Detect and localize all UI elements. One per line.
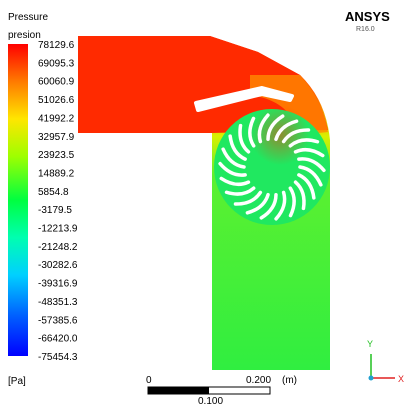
- domain: [78, 36, 330, 370]
- legend-label: -48351.3: [38, 297, 78, 308]
- legend-title: Pressure: [8, 12, 48, 23]
- legend-label: 41992.2: [38, 113, 75, 124]
- legend-label: -39316.9: [38, 279, 78, 290]
- legend-label: -21248.2: [38, 242, 78, 253]
- legend-label: 69095.3: [38, 58, 75, 69]
- logo: ANSYS: [345, 9, 390, 24]
- x-axis-label: X: [398, 374, 404, 384]
- axis-triad: Y X: [367, 339, 404, 384]
- legend-unit: [Pa]: [8, 376, 26, 387]
- legend-label: 5854.8: [38, 187, 69, 198]
- scale-end: 0.200: [246, 375, 271, 386]
- legend-label: -3179.5: [38, 205, 72, 216]
- legend-label: -30282.6: [38, 260, 78, 271]
- legend-label: 60060.9: [38, 77, 75, 88]
- color-bar: [8, 44, 28, 356]
- scale-start: 0: [146, 375, 152, 386]
- y-axis-label: Y: [367, 339, 373, 349]
- z-axis-dot: [369, 376, 374, 381]
- legend-label: -66420.0: [38, 334, 78, 345]
- viewport: Pressure presion 78129.6 69095.3 60060.9 51…: [0, 0, 407, 406]
- legend-label: -75454.3: [38, 352, 78, 363]
- scale-middle: 0.100: [198, 396, 223, 406]
- legend-label: 51026.6: [38, 95, 75, 106]
- scale-unit: (m): [282, 375, 297, 386]
- legend-label: 78129.6: [38, 40, 75, 51]
- legend-label: 14889.2: [38, 168, 75, 179]
- legend-subtitle: presion: [8, 30, 41, 41]
- logo-version: R16.0: [356, 26, 375, 33]
- scale-bar-half: [148, 387, 209, 394]
- legend-label: 23923.5: [38, 150, 75, 161]
- legend-label: 32957.9: [38, 132, 75, 143]
- legend-labels: 78129.6 69095.3 60060.9 51026.6 41992.2 32957…: [38, 40, 78, 363]
- legend-label: -57385.6: [38, 315, 78, 326]
- legend-label: -12213.9: [38, 224, 78, 235]
